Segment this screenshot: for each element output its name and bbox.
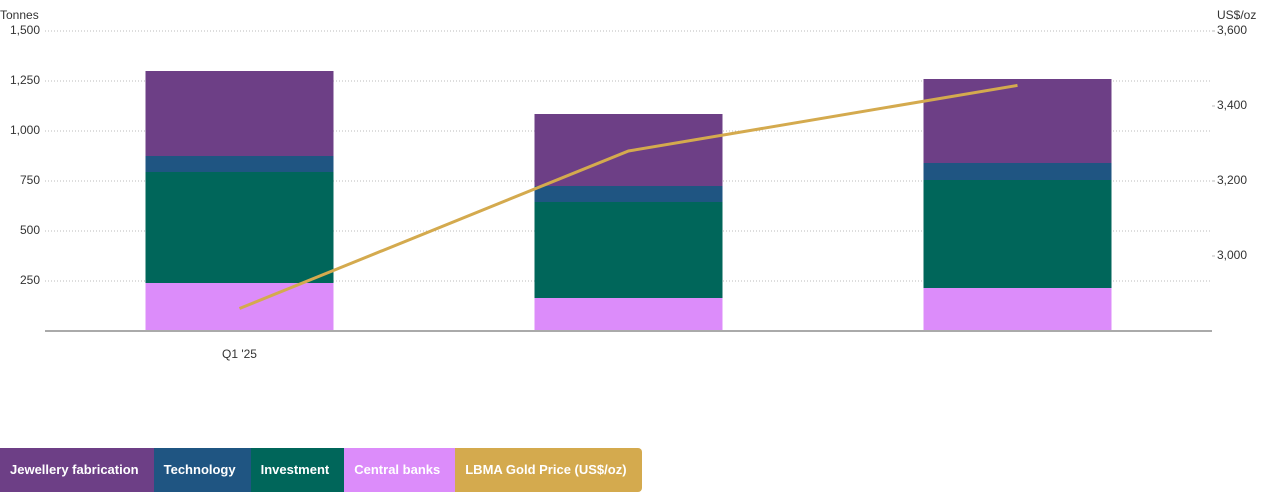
legend: Jewellery fabrication Technology Investmen… [0, 448, 642, 492]
legend-item[interactable]: Technology [153, 448, 251, 492]
y2-tick-label: 3,600 [1217, 23, 1247, 37]
y2-tick-label: 3,400 [1217, 98, 1247, 112]
bar-segment [923, 288, 1112, 331]
y2-tick-label: 3,000 [1217, 248, 1247, 262]
y-tick-label: 1,000 [10, 123, 40, 137]
bar-segment [145, 71, 334, 156]
legend-item[interactable]: Jewellery fabrication [0, 448, 154, 492]
legend-item[interactable]: Central banks [344, 448, 456, 492]
y-tick-label: 250 [20, 273, 40, 287]
bar-segment [923, 163, 1112, 180]
price-line [238, 83, 1018, 310]
bar-segment [145, 156, 334, 172]
y2-axis-title: US$/oz [1217, 8, 1256, 22]
legend-item[interactable]: Investment [250, 448, 345, 492]
bar-segment [534, 186, 723, 202]
legend-item[interactable]: LBMA Gold Price (US$/oz) [455, 448, 642, 492]
y-axis-title: Tonnes [0, 8, 39, 22]
bar-segment [534, 298, 723, 331]
bar-segment [534, 202, 723, 298]
y-tick-label: 1,250 [10, 73, 40, 87]
y-tick-label: 750 [20, 173, 40, 187]
y-tick-label: 500 [20, 223, 40, 237]
bar-segment [923, 180, 1112, 288]
y-tick-label: 1,500 [10, 23, 40, 37]
bar-segment [145, 172, 334, 283]
bar-segment [923, 79, 1112, 163]
x-tick-label: Q1 '25 [222, 347, 257, 361]
chart: Tonnes US$/oz 250 500 750 1,000 1,250 1,500 3,… [0, 8, 1256, 361]
y2-tick-label: 3,200 [1217, 173, 1247, 187]
